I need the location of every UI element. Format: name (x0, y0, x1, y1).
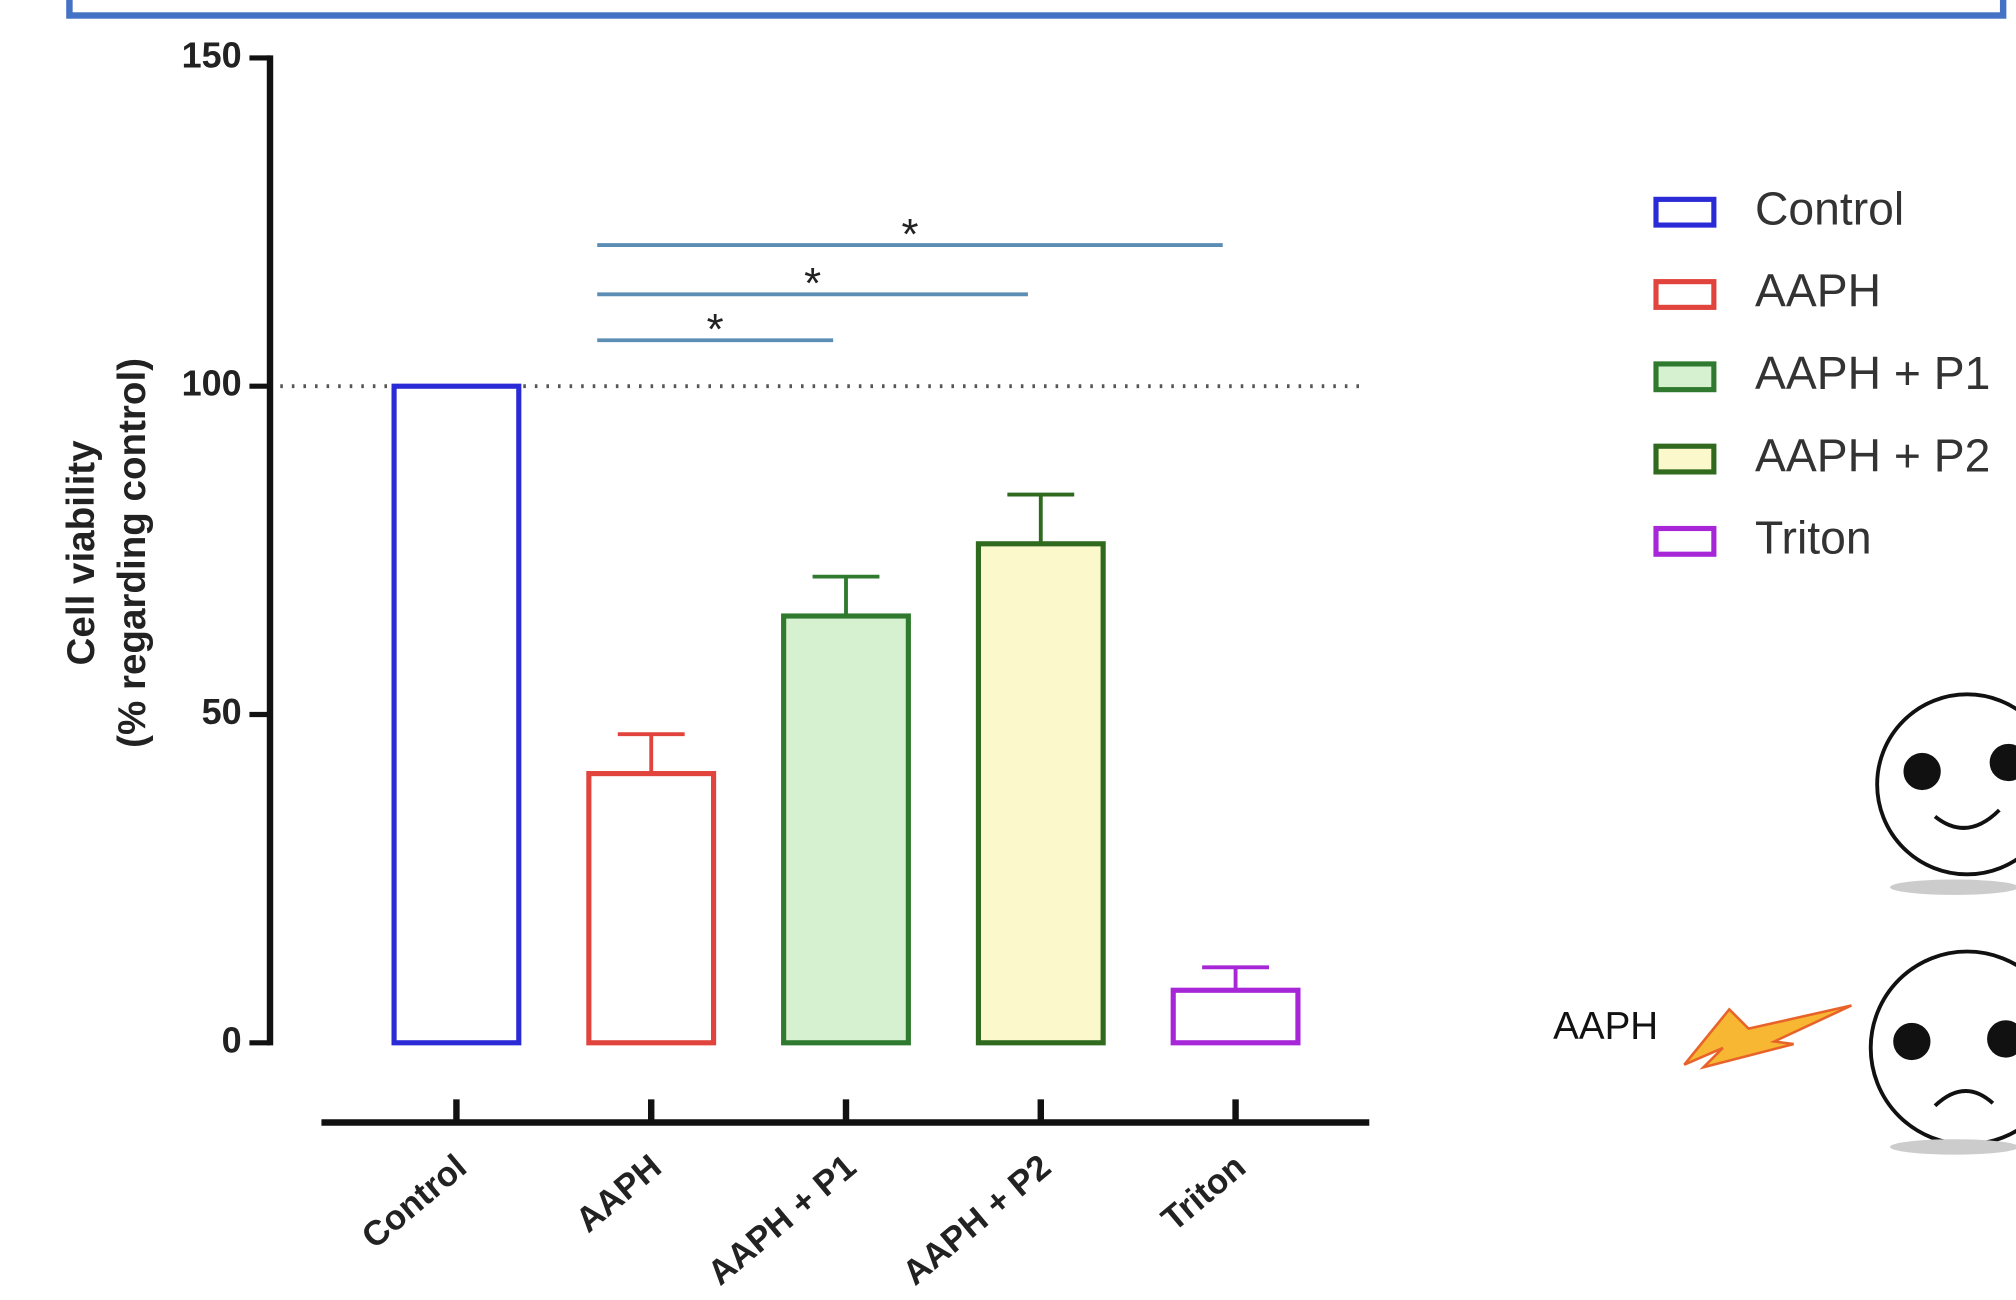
legend-swatch (1656, 446, 1714, 472)
slide: Cell viability (% regarding control) AAP… (0, 0, 2016, 1300)
significance-label: * (901, 210, 918, 259)
legend-swatch (1656, 282, 1714, 308)
error-bar (813, 577, 880, 616)
significance-label: * (707, 305, 724, 354)
legend-label: AAPH + P2 (1755, 429, 1990, 481)
cell-shadow (1890, 1139, 2016, 1154)
legend-swatch (1656, 529, 1714, 555)
error-bar (618, 734, 685, 773)
bar (1173, 990, 1298, 1043)
x-tick-label: AAPH + P2 (896, 1148, 1059, 1293)
legend-label: Control (1755, 182, 1904, 234)
y-tick-label: 100 (182, 363, 242, 404)
legend-label: AAPH + P1 (1755, 347, 1990, 399)
legend-label: AAPH (1755, 265, 1881, 317)
y-axis-label-line: (% regarding control) (111, 358, 154, 748)
bar (784, 616, 909, 1043)
significance-label: * (804, 259, 821, 308)
y-tick-label: 50 (202, 691, 242, 732)
x-tick-label: Control (355, 1148, 474, 1256)
y-tick-label: 150 (182, 34, 242, 75)
bar (589, 774, 714, 1043)
bar (978, 544, 1103, 1043)
legend-swatch (1656, 199, 1714, 225)
illustration (1684, 694, 2016, 1154)
bar (394, 386, 519, 1043)
error-bar (1202, 967, 1269, 990)
error-bar (1007, 495, 1074, 544)
cell-shadow (1890, 880, 2016, 895)
lightning-bolt (1684, 1006, 1851, 1068)
happy-cell (1877, 694, 2016, 874)
legend-label: Triton (1755, 512, 1872, 564)
legend-swatch (1656, 364, 1714, 390)
y-tick-label: 0 (222, 1019, 242, 1060)
cell-eye (1989, 1022, 2016, 1055)
cell-eye (1905, 755, 1938, 788)
cell-eye (1895, 1025, 1928, 1058)
y-axis-label-line: Cell viability (60, 440, 103, 666)
cell-eye (1992, 746, 2016, 779)
x-tick-label: AAPH + P1 (701, 1148, 864, 1293)
x-tick-label: AAPH (569, 1148, 669, 1240)
banner-frame (69, 0, 2003, 15)
illustration-label: AAPH (1553, 1005, 1658, 1048)
y-axis-label: Cell viability (% regarding control) (60, 358, 154, 748)
x-tick-label: Triton (1155, 1148, 1253, 1239)
